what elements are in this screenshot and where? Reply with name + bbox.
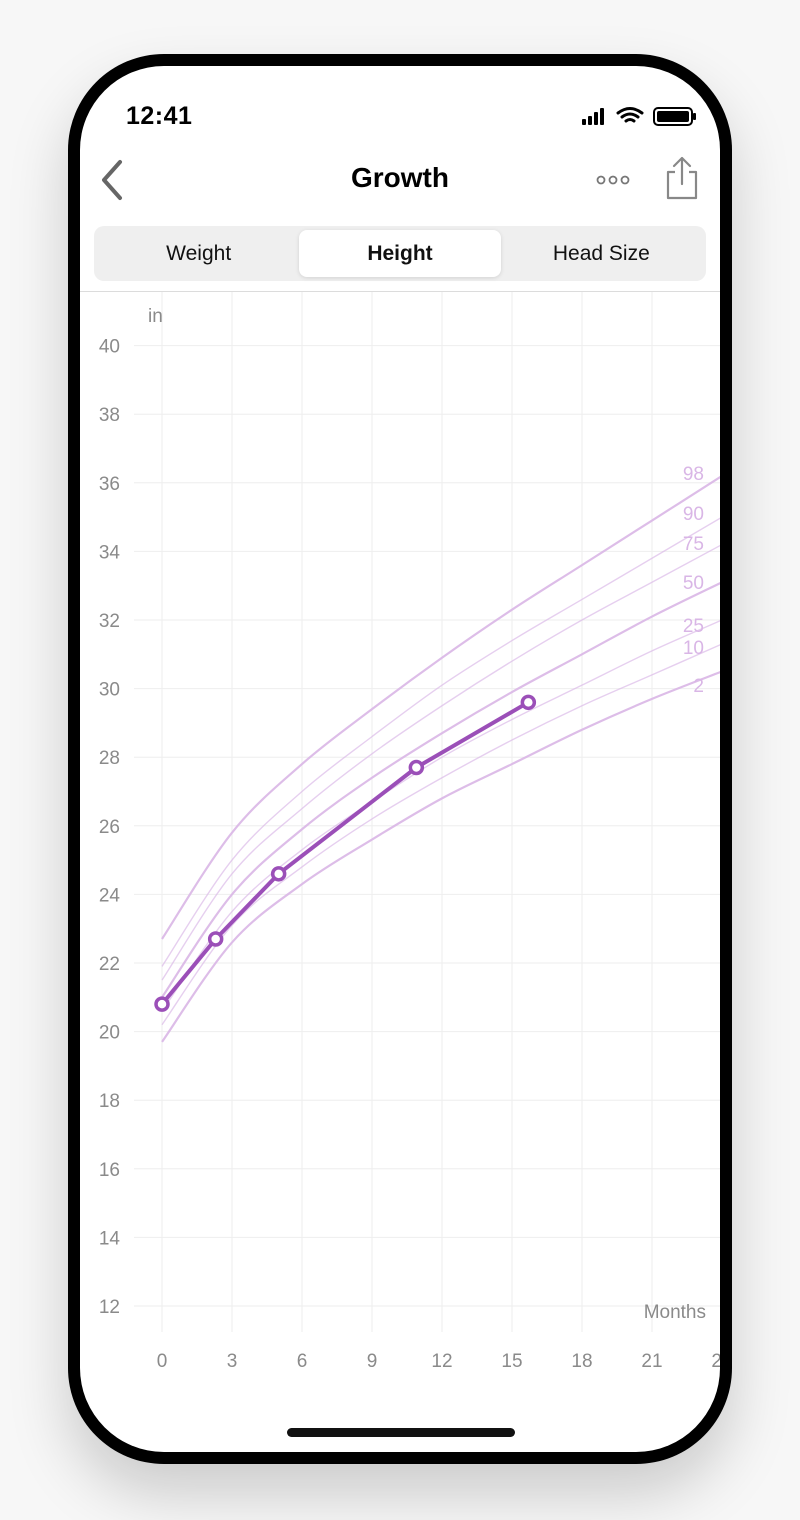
x-tick-label: 24 [711,1351,720,1372]
y-tick-label: 26 [99,817,120,838]
y-tick-label: 36 [99,474,120,495]
y-tick-label: 38 [99,405,120,426]
tab-weight[interactable]: Weight [166,242,232,265]
percentile-label: 50 [683,573,704,594]
data-point [207,931,224,947]
screen: 12:41 Growth [80,66,720,1452]
share-icon[interactable] [664,154,700,202]
status-time: 12:41 [126,102,193,130]
percentile-curve-50 [161,582,720,998]
page-title: Growth [351,162,449,193]
divider [80,291,720,292]
y-axis-label: in [148,306,163,327]
percentile-label: 98 [683,464,704,485]
x-tick-label: 9 [367,1351,378,1372]
percentile-curve-2 [161,671,720,1043]
percentile-curve-10 [161,644,720,1026]
x-tick-label: 12 [431,1351,452,1372]
x-tick-label: 18 [571,1351,592,1372]
y-tick-label: 20 [99,1023,120,1044]
percentile-curve-98 [161,475,720,940]
y-tick-label: 12 [99,1297,120,1318]
y-tick-label: 18 [99,1091,120,1112]
data-point [408,759,425,776]
percentile-curve-25 [161,620,720,1012]
data-point [520,694,537,711]
chart-grid [134,292,720,1332]
y-tick-label: 16 [99,1160,120,1181]
data-point [270,866,287,882]
status-icons [582,107,696,126]
y-tick-label: 14 [99,1228,121,1249]
x-tick-label: 3 [227,1351,238,1372]
y-tick-label: 28 [99,748,120,769]
y-tick-label: 34 [99,542,121,563]
tab-height[interactable]: Height [299,230,501,277]
x-axis-label: Months [644,1302,706,1323]
percentile-label: 2 [693,676,704,697]
home-indicator[interactable] [287,1428,515,1437]
y-tick-label: 22 [99,954,120,975]
ellipsis-icon[interactable] [596,170,630,190]
x-tick-label: 15 [501,1351,522,1372]
percentile-label: 90 [683,504,704,525]
percentile-curve-75 [161,544,720,981]
tab-head-size[interactable]: Head Size [552,242,650,265]
y-tick-label: 24 [99,885,121,906]
percentile-curve-90 [161,517,720,967]
x-tick-label: 21 [641,1351,662,1372]
percentile-label: 25 [683,616,704,637]
chevron-left-icon[interactable] [96,158,128,202]
percentile-label: 75 [683,534,704,555]
x-tick-label: 6 [297,1351,308,1372]
height-series [154,694,537,1012]
y-tick-label: 30 [99,680,120,701]
cellular-icon [582,108,604,125]
percentile-label: 10 [683,638,704,659]
data-point [154,996,170,1012]
wifi-icon [616,107,644,123]
battery-icon [653,107,696,126]
y-tick-label: 40 [99,337,120,358]
measurement-tabs: Weight Height Head Size [94,226,706,281]
x-tick-label: 0 [157,1351,168,1372]
y-tick-label: 32 [99,611,120,632]
phone-frame: 12:41 Growth [68,54,732,1464]
